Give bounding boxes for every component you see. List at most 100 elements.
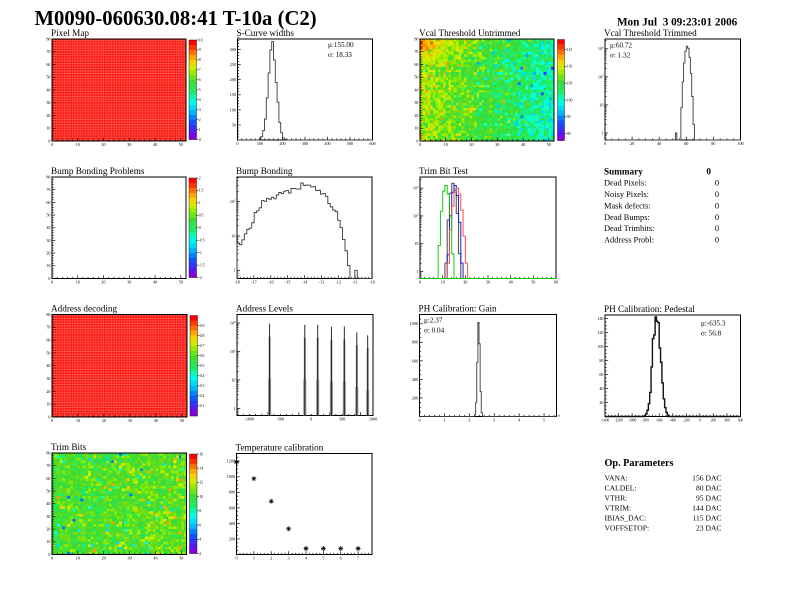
svg-text:115 DAC: 115 DAC	[692, 514, 721, 523]
svg-text:0: 0	[48, 414, 50, 419]
svg-text:30: 30	[46, 514, 50, 519]
svg-text:2: 2	[199, 552, 201, 556]
svg-text:30: 30	[127, 280, 131, 285]
svg-text:102: 102	[230, 348, 236, 354]
svg-text:30: 30	[495, 142, 499, 147]
svg-text:0: 0	[715, 224, 719, 233]
svg-text:5: 5	[199, 88, 201, 92]
svg-text:50: 50	[179, 142, 183, 147]
svg-text:Address decoding: Address decoding	[51, 304, 117, 314]
svg-text:50: 50	[46, 350, 50, 355]
svg-text:μ:2.37: μ:2.37	[424, 317, 443, 325]
svg-text:Address Levels: Address Levels	[236, 304, 293, 314]
svg-text:0: 0	[48, 138, 50, 143]
svg-text:-14: -14	[302, 280, 308, 285]
svg-text:20: 20	[46, 527, 50, 532]
svg-text:VOFFSETOP:: VOFFSETOP:	[605, 524, 650, 533]
svg-text:40: 40	[657, 141, 661, 146]
svg-text:2: 2	[468, 418, 470, 423]
svg-text:0: 0	[51, 142, 53, 147]
svg-text:S-Curve widths: S-Curve widths	[237, 28, 295, 38]
svg-text:0.6: 0.6	[200, 354, 205, 358]
svg-text:0: 0	[419, 142, 421, 147]
svg-text:70: 70	[46, 463, 50, 468]
svg-text:95: 95	[567, 115, 571, 119]
svg-text:10: 10	[599, 102, 603, 107]
svg-text:-2: -2	[199, 276, 202, 280]
svg-text:7: 7	[199, 68, 201, 72]
svg-text:120: 120	[597, 330, 603, 335]
svg-text:140: 140	[597, 316, 603, 321]
svg-text:30: 30	[127, 142, 131, 147]
svg-text:300: 300	[302, 141, 308, 146]
svg-text:0: 0	[199, 226, 201, 230]
svg-text:156 DAC: 156 DAC	[692, 473, 721, 482]
svg-text:-500: -500	[276, 417, 284, 422]
svg-text:1: 1	[253, 556, 255, 561]
svg-text:16: 16	[199, 452, 203, 456]
svg-text:40: 40	[153, 280, 157, 285]
svg-text:0: 0	[416, 138, 418, 143]
svg-text:100: 100	[257, 141, 263, 146]
svg-text:110: 110	[567, 65, 573, 69]
svg-text:20: 20	[469, 142, 473, 147]
svg-text:-10: -10	[369, 280, 375, 285]
svg-text:0: 0	[48, 552, 50, 557]
svg-text:7: 7	[357, 556, 359, 561]
svg-text:40: 40	[46, 87, 50, 92]
svg-text:-1000: -1000	[245, 417, 255, 422]
svg-text:30: 30	[128, 556, 132, 561]
svg-text:10: 10	[231, 377, 235, 382]
svg-text:144 DAC: 144 DAC	[692, 503, 721, 512]
svg-text:10: 10	[46, 126, 50, 131]
svg-text:60: 60	[414, 62, 418, 67]
svg-text:0: 0	[418, 418, 420, 423]
svg-text:Bump Bonding Problems: Bump Bonding Problems	[51, 166, 145, 176]
svg-text:50: 50	[180, 418, 184, 423]
svg-text:0: 0	[706, 167, 711, 177]
svg-text:23 DAC: 23 DAC	[696, 524, 722, 533]
svg-text:40: 40	[414, 87, 418, 92]
svg-text:3: 3	[288, 556, 290, 561]
svg-text:0: 0	[715, 190, 719, 199]
svg-text:0: 0	[48, 276, 50, 281]
svg-text:20: 20	[599, 400, 603, 405]
svg-text:600: 600	[369, 141, 375, 146]
svg-text:Bump Bonding: Bump Bonding	[236, 166, 293, 176]
svg-text:600: 600	[229, 505, 235, 510]
svg-text:-200: -200	[683, 419, 690, 423]
svg-text:VANA:: VANA:	[605, 473, 628, 482]
svg-text:1: 1	[416, 269, 418, 274]
svg-text:0: 0	[715, 213, 719, 222]
svg-text:200: 200	[412, 395, 418, 400]
svg-text:0.2: 0.2	[200, 394, 205, 398]
svg-text:50: 50	[46, 213, 50, 218]
svg-text:30: 30	[486, 280, 490, 285]
svg-text:-400: -400	[670, 419, 677, 423]
svg-text:80 DAC: 80 DAC	[696, 483, 722, 492]
svg-text:-1400: -1400	[601, 419, 610, 423]
svg-text:6: 6	[199, 78, 201, 82]
svg-text:800: 800	[229, 490, 235, 495]
svg-text:1: 1	[199, 128, 201, 132]
svg-text:Dead Pixels:: Dead Pixels:	[604, 179, 647, 188]
svg-text:IBIAS_DAC:: IBIAS_DAC:	[605, 514, 647, 523]
svg-text:200: 200	[230, 77, 236, 82]
svg-text:400: 400	[324, 141, 330, 146]
svg-text:10: 10	[46, 539, 50, 544]
svg-text:40: 40	[46, 225, 50, 230]
svg-text:105: 105	[567, 82, 573, 86]
svg-text:1200: 1200	[227, 459, 235, 464]
svg-text:1: 1	[601, 130, 603, 135]
svg-text:6: 6	[340, 556, 342, 561]
svg-text:14: 14	[199, 467, 203, 471]
svg-text:5: 5	[322, 556, 324, 561]
svg-text:Dead Trimbits:: Dead Trimbits:	[604, 224, 655, 233]
svg-text:40: 40	[154, 418, 158, 423]
svg-text:20: 20	[101, 142, 105, 147]
svg-text:M0090-060630.08:41 T-10a (C2): M0090-060630.08:41 T-10a (C2)	[35, 8, 317, 30]
svg-text:0: 0	[715, 201, 719, 210]
svg-text:102: 102	[230, 199, 236, 205]
svg-text:20: 20	[630, 141, 634, 146]
svg-text:400: 400	[412, 377, 418, 382]
